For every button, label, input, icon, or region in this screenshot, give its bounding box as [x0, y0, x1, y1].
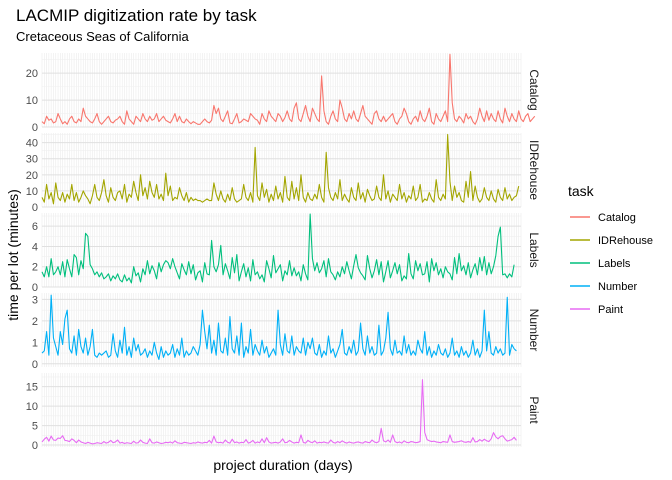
y-gridlines: [42, 376, 521, 446]
y-tick-label: 2: [32, 262, 38, 274]
facet-panel-catalog: 0 10 20 Catalog: [26, 53, 541, 134]
chart-title: LACMIP digitization rate by task: [16, 6, 257, 25]
legend-label: IDRehouse: [598, 235, 653, 247]
y-tick-label: 4: [32, 241, 38, 253]
panel-background: [42, 53, 521, 127]
y-tick-label: 10: [26, 186, 38, 198]
y-tick-label: 5: [32, 421, 38, 433]
panel-background: [42, 293, 521, 367]
legend-item-labels: Labels: [570, 258, 631, 270]
y-tick-label: 20: [26, 68, 38, 80]
legend: task Catalog IDRehouse Labels Number Paint: [568, 183, 653, 316]
legend-label: Number: [598, 281, 637, 293]
legend-label: Catalog: [598, 212, 636, 224]
series-line-catalog: [41, 53, 536, 125]
x-gridlines: [41, 373, 522, 447]
legend-item-number: Number: [570, 281, 637, 293]
series-line-paint: [41, 379, 517, 445]
y-tick-label: 2: [32, 316, 38, 328]
y-tick-label: 0: [32, 440, 38, 452]
facet-panel-idrehouse: 0 10 20 30 40 IDRehouse: [26, 133, 541, 214]
y-gridlines: [42, 59, 521, 128]
series-line-idrehouse: [41, 134, 520, 205]
facet-panel-labels: 0 2 4 6 Labels: [32, 213, 541, 294]
y-tick-label: 3: [32, 294, 38, 306]
y-tick-label: 0: [32, 359, 38, 371]
series-line-labels: [41, 213, 515, 284]
y-tick-label: 15: [26, 382, 38, 394]
facet-strip-label: Paint: [527, 396, 541, 424]
panel-background: [42, 373, 521, 447]
y-gridlines: [42, 134, 521, 208]
y-tick-label: 20: [26, 170, 38, 182]
y-tick-label: 10: [26, 401, 38, 413]
y-tick-label: 1: [32, 337, 38, 349]
facet-strip-label: Number: [527, 309, 541, 352]
facet-panel-paint: 0 5 10 15 Paint: [26, 373, 541, 452]
y-tick-label: 0: [32, 122, 38, 134]
legend-title: task: [568, 183, 595, 199]
chart-subtitle: Cretaceous Seas of California: [16, 29, 189, 44]
facet-strip-label: Labels: [527, 232, 541, 267]
legend-item-idrehouse: IDRehouse: [570, 235, 653, 247]
facet-strip-label: IDRehouse: [527, 140, 541, 200]
legend-label: Labels: [598, 258, 631, 270]
y-tick-label: 30: [26, 154, 38, 166]
legend-item-paint: Paint: [570, 304, 623, 316]
y-tick-label: 6: [32, 221, 38, 233]
x-gridlines: [41, 213, 522, 287]
facet-panel-number: 0 1 2 3 Number: [32, 293, 541, 371]
y-tick-label: 10: [26, 95, 38, 107]
panel-background: [42, 133, 521, 207]
x-axis-title: project duration (days): [213, 457, 352, 473]
y-tick-label: 40: [26, 138, 38, 150]
series-line-number: [41, 294, 517, 361]
legend-item-catalog: Catalog: [570, 212, 636, 224]
legend-label: Paint: [598, 304, 623, 316]
x-gridlines: [41, 293, 522, 367]
y-gridlines: [42, 215, 521, 288]
y-axis-title: time per lot (minutes): [5, 189, 21, 320]
y-tick-label: 0: [32, 282, 38, 294]
y-tick-label: 0: [32, 202, 38, 214]
facet-strip-label: Catalog: [527, 69, 541, 110]
